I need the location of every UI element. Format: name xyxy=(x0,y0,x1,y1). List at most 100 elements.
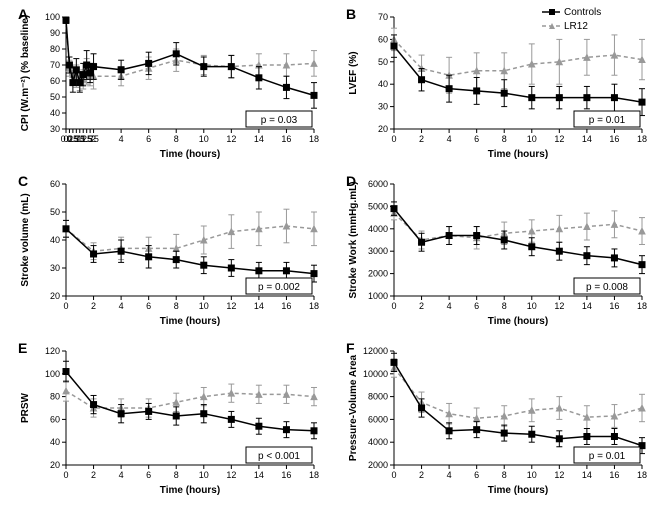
svg-text:2: 2 xyxy=(419,470,424,480)
panel-d: 100020003000400050006000024681012141618S… xyxy=(340,172,650,332)
y-axis-label: LVEF (%) xyxy=(348,51,359,94)
svg-text:0: 0 xyxy=(63,301,68,311)
svg-text:2: 2 xyxy=(91,134,96,144)
y-axis-label: Pressure-Volume Area xyxy=(348,354,359,461)
svg-text:3000: 3000 xyxy=(368,246,388,256)
svg-text:20: 20 xyxy=(378,124,388,134)
svg-text:50: 50 xyxy=(50,207,60,217)
svg-text:4000: 4000 xyxy=(368,437,388,447)
svg-text:4: 4 xyxy=(119,134,124,144)
svg-text:12: 12 xyxy=(554,134,564,144)
svg-text:0: 0 xyxy=(63,470,68,480)
svg-text:14: 14 xyxy=(582,301,592,311)
svg-text:14: 14 xyxy=(582,134,592,144)
svg-text:16: 16 xyxy=(281,301,291,311)
svg-text:4: 4 xyxy=(447,470,452,480)
svg-text:4: 4 xyxy=(447,134,452,144)
svg-text:14: 14 xyxy=(254,134,264,144)
svg-text:6000: 6000 xyxy=(368,179,388,189)
x-axis-label: Time (hours) xyxy=(488,149,548,160)
y-axis-label: PRSW xyxy=(20,392,31,423)
panel-letter: B xyxy=(346,6,356,22)
svg-text:10000: 10000 xyxy=(363,369,388,379)
svg-text:8: 8 xyxy=(174,470,179,480)
svg-text:30: 30 xyxy=(50,263,60,273)
svg-text:8: 8 xyxy=(502,134,507,144)
svg-text:18: 18 xyxy=(309,134,319,144)
svg-text:0: 0 xyxy=(391,470,396,480)
svg-text:14: 14 xyxy=(582,470,592,480)
svg-text:30: 30 xyxy=(378,102,388,112)
svg-text:12000: 12000 xyxy=(363,346,388,356)
svg-text:2000: 2000 xyxy=(368,269,388,279)
p-value-text: p < 0.001 xyxy=(258,451,300,462)
svg-text:4000: 4000 xyxy=(368,224,388,234)
x-axis-label: Time (hours) xyxy=(160,485,220,496)
svg-text:10: 10 xyxy=(527,134,537,144)
svg-text:6: 6 xyxy=(146,134,151,144)
p-value-text: p = 0.008 xyxy=(586,282,628,293)
svg-text:30: 30 xyxy=(50,124,60,134)
svg-text:80: 80 xyxy=(50,44,60,54)
svg-text:40: 40 xyxy=(378,79,388,89)
panel-letter: C xyxy=(18,173,28,189)
x-axis-label: Time (hours) xyxy=(160,149,220,160)
svg-text:0: 0 xyxy=(391,301,396,311)
svg-text:18: 18 xyxy=(309,470,319,480)
svg-text:6: 6 xyxy=(474,470,479,480)
svg-text:16: 16 xyxy=(609,134,619,144)
p-value-text: p = 0.03 xyxy=(261,115,298,126)
svg-text:70: 70 xyxy=(378,12,388,22)
svg-text:12: 12 xyxy=(226,301,236,311)
svg-text:5000: 5000 xyxy=(368,201,388,211)
svg-text:10: 10 xyxy=(199,134,209,144)
svg-text:0: 0 xyxy=(391,134,396,144)
p-value-text: p = 0.002 xyxy=(258,282,300,293)
panel-f: 2000400060008000100001200002468101214161… xyxy=(340,339,650,501)
y-axis-label: Stroke volume (mL) xyxy=(20,193,31,286)
svg-text:6: 6 xyxy=(474,134,479,144)
svg-text:80: 80 xyxy=(50,392,60,402)
svg-text:18: 18 xyxy=(637,470,647,480)
panel-letter: D xyxy=(346,173,356,189)
x-axis-label: Time (hours) xyxy=(488,316,548,327)
svg-text:6: 6 xyxy=(474,301,479,311)
svg-text:16: 16 xyxy=(609,301,619,311)
svg-text:50: 50 xyxy=(378,57,388,67)
svg-text:2: 2 xyxy=(419,301,424,311)
svg-text:10: 10 xyxy=(199,301,209,311)
svg-text:40: 40 xyxy=(50,108,60,118)
svg-text:8: 8 xyxy=(502,301,507,311)
svg-text:6: 6 xyxy=(146,301,151,311)
svg-text:60: 60 xyxy=(50,76,60,86)
svg-text:8: 8 xyxy=(174,301,179,311)
svg-text:60: 60 xyxy=(50,179,60,189)
y-axis-label: Stroke Work (mmHg.mL) xyxy=(348,181,359,298)
p-value-text: p = 0.01 xyxy=(589,451,626,462)
svg-text:90: 90 xyxy=(50,28,60,38)
svg-text:16: 16 xyxy=(281,470,291,480)
svg-text:12: 12 xyxy=(226,134,236,144)
svg-text:18: 18 xyxy=(637,301,647,311)
legend-label: Controls xyxy=(564,7,601,18)
panel-letter: A xyxy=(18,6,28,22)
svg-text:16: 16 xyxy=(281,134,291,144)
svg-text:120: 120 xyxy=(45,346,60,356)
svg-text:4: 4 xyxy=(447,301,452,311)
svg-text:12: 12 xyxy=(226,470,236,480)
legend-label: LR12 xyxy=(564,21,588,32)
svg-text:10: 10 xyxy=(527,301,537,311)
svg-text:100: 100 xyxy=(45,12,60,22)
y-axis-label: CPI (W.m⁻²) (% baseline) xyxy=(20,15,31,131)
svg-text:1000: 1000 xyxy=(368,291,388,301)
svg-text:10: 10 xyxy=(199,470,209,480)
svg-text:18: 18 xyxy=(309,301,319,311)
svg-text:70: 70 xyxy=(50,60,60,70)
p-value-text: p = 0.01 xyxy=(589,115,626,126)
panel-letter: F xyxy=(346,340,355,356)
svg-text:60: 60 xyxy=(50,414,60,424)
svg-text:4: 4 xyxy=(119,470,124,480)
svg-text:20: 20 xyxy=(50,291,60,301)
svg-text:16: 16 xyxy=(609,470,619,480)
svg-text:10: 10 xyxy=(527,470,537,480)
